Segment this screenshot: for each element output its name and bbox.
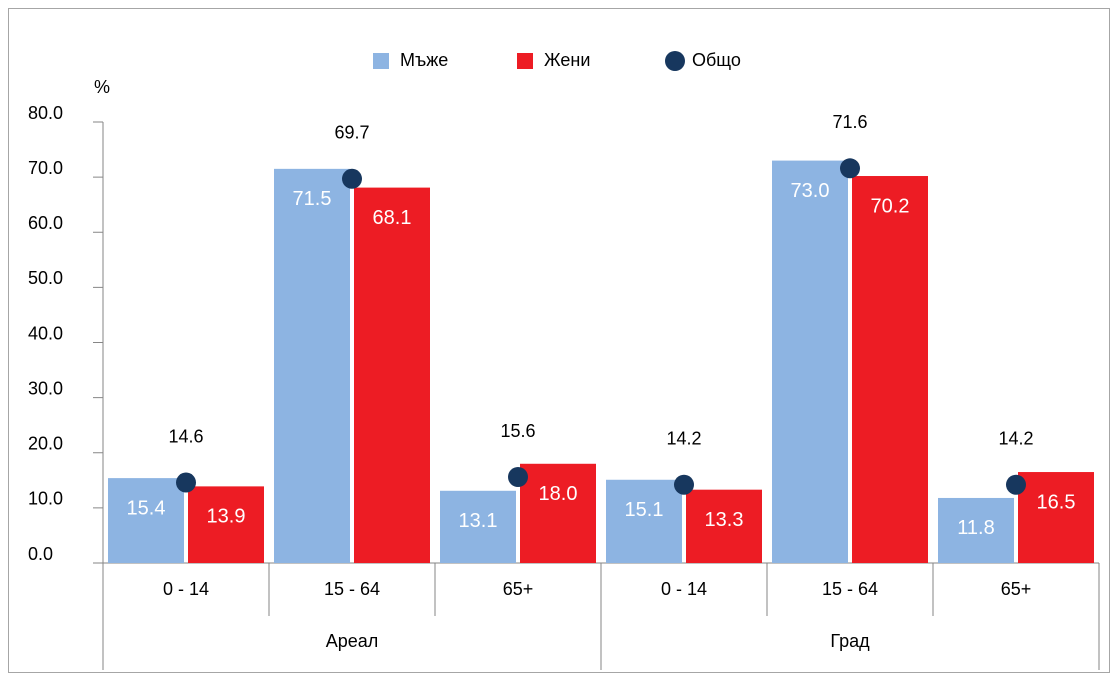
bar	[772, 160, 848, 563]
value-label: 14.6	[168, 426, 203, 446]
bar	[354, 187, 430, 563]
bar	[606, 479, 682, 563]
bar	[686, 489, 762, 563]
value-label: 11.8	[957, 517, 994, 539]
legend-swatch	[373, 53, 389, 69]
x-tick-label: 0 - 14	[661, 579, 707, 599]
bar	[1018, 472, 1094, 563]
legend-swatch	[665, 51, 685, 71]
dot	[1006, 474, 1026, 495]
value-label: 71.5	[293, 188, 332, 210]
bar	[852, 176, 928, 563]
dot	[176, 472, 196, 493]
value-label: 18.0	[539, 483, 578, 505]
y-tick-label: 40.0	[28, 323, 63, 343]
value-label: 13.9	[207, 506, 246, 528]
y-tick-label: 0.0	[28, 544, 53, 564]
x-tick-label: 15 - 64	[324, 579, 380, 599]
dot	[342, 168, 362, 189]
x-tick-label: 15 - 64	[822, 579, 878, 599]
value-label: 73.0	[791, 180, 830, 202]
y-tick-label: 60.0	[28, 213, 63, 233]
x-tick-label: 0 - 14	[163, 579, 209, 599]
value-label: 14.2	[666, 428, 701, 448]
bar	[938, 497, 1014, 563]
y-axis-label: %	[94, 77, 110, 97]
legend-swatch	[517, 53, 533, 69]
legend-label: Жени	[544, 50, 590, 70]
value-label: 68.1	[373, 207, 412, 229]
value-label: 13.3	[705, 509, 744, 531]
bar	[520, 463, 596, 563]
y-tick-label: 80.0	[28, 103, 63, 123]
group-label: Ареал	[326, 631, 379, 651]
y-tick-label: 20.0	[28, 434, 63, 454]
value-label: 69.7	[334, 123, 369, 143]
bar	[274, 168, 350, 563]
legend-label: Мъже	[400, 50, 448, 70]
value-label: 70.2	[871, 195, 910, 217]
value-label: 15.4	[127, 497, 166, 519]
dot	[674, 474, 694, 495]
chart-frame	[8, 8, 1110, 673]
bar	[440, 490, 516, 563]
dot	[840, 158, 860, 179]
dot	[508, 467, 528, 488]
y-tick-label: 10.0	[28, 489, 63, 509]
value-label: 15.1	[625, 499, 664, 521]
bar	[188, 486, 264, 563]
value-label: 15.6	[500, 421, 535, 441]
value-label: 71.6	[832, 112, 867, 132]
x-tick-label: 65+	[503, 579, 534, 599]
bar	[108, 478, 184, 563]
legend-label: Общо	[692, 50, 741, 70]
y-tick-label: 70.0	[28, 158, 63, 178]
y-tick-label: 50.0	[28, 268, 63, 288]
x-tick-label: 65+	[1001, 579, 1032, 599]
value-label: 14.2	[998, 428, 1033, 448]
value-label: 16.5	[1037, 491, 1076, 513]
group-label: Град	[830, 631, 870, 651]
value-label: 13.1	[459, 510, 498, 532]
y-tick-label: 30.0	[28, 378, 63, 398]
